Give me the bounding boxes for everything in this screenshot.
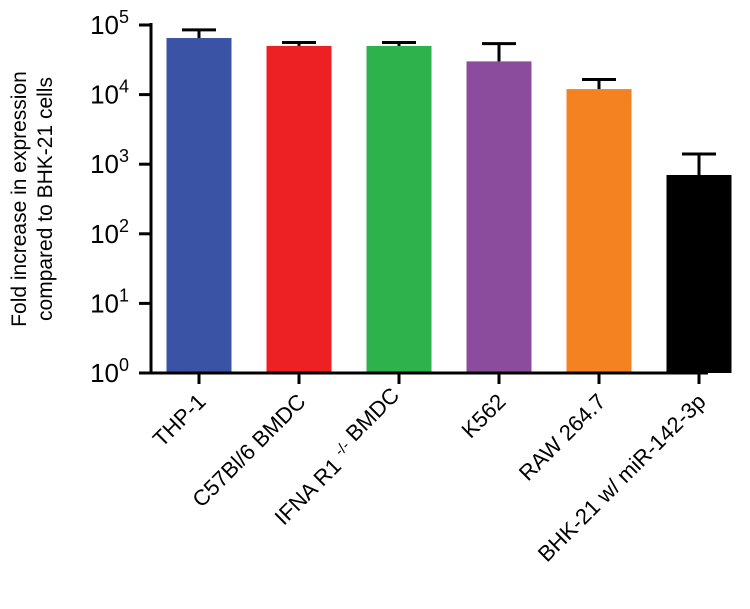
y-axis-label-line: Fold increase in expression [8, 71, 31, 327]
x-tick-label: K562 [457, 389, 511, 443]
bar [266, 45, 332, 373]
y-tick-label: 105 [90, 7, 129, 40]
y-tick-label: 104 [90, 77, 129, 110]
bars [166, 38, 732, 373]
y-axis-label: Fold increase in expression compared to B… [8, 71, 57, 327]
bar [566, 89, 632, 373]
bar [466, 61, 532, 373]
y-tick-label: 100 [90, 355, 129, 388]
bar [366, 45, 432, 373]
error-bars [182, 28, 716, 175]
bar [666, 174, 732, 373]
x-tick-label: RAW 264.7 [514, 389, 611, 486]
y-axis-ticks: 100 101 102 103 104 105 [90, 7, 151, 388]
y-axis-label-line: compared to BHK-21 cells [34, 77, 57, 321]
y-tick-label: 103 [90, 146, 129, 179]
y-tick-label: 102 [90, 216, 129, 249]
x-tick-label: THP-1 [148, 389, 211, 452]
y-tick-label: 101 [90, 285, 129, 318]
bar [166, 38, 232, 373]
x-tick-label: BHK-21 w/ miR-142-3p [533, 389, 711, 567]
axes [149, 23, 708, 384]
